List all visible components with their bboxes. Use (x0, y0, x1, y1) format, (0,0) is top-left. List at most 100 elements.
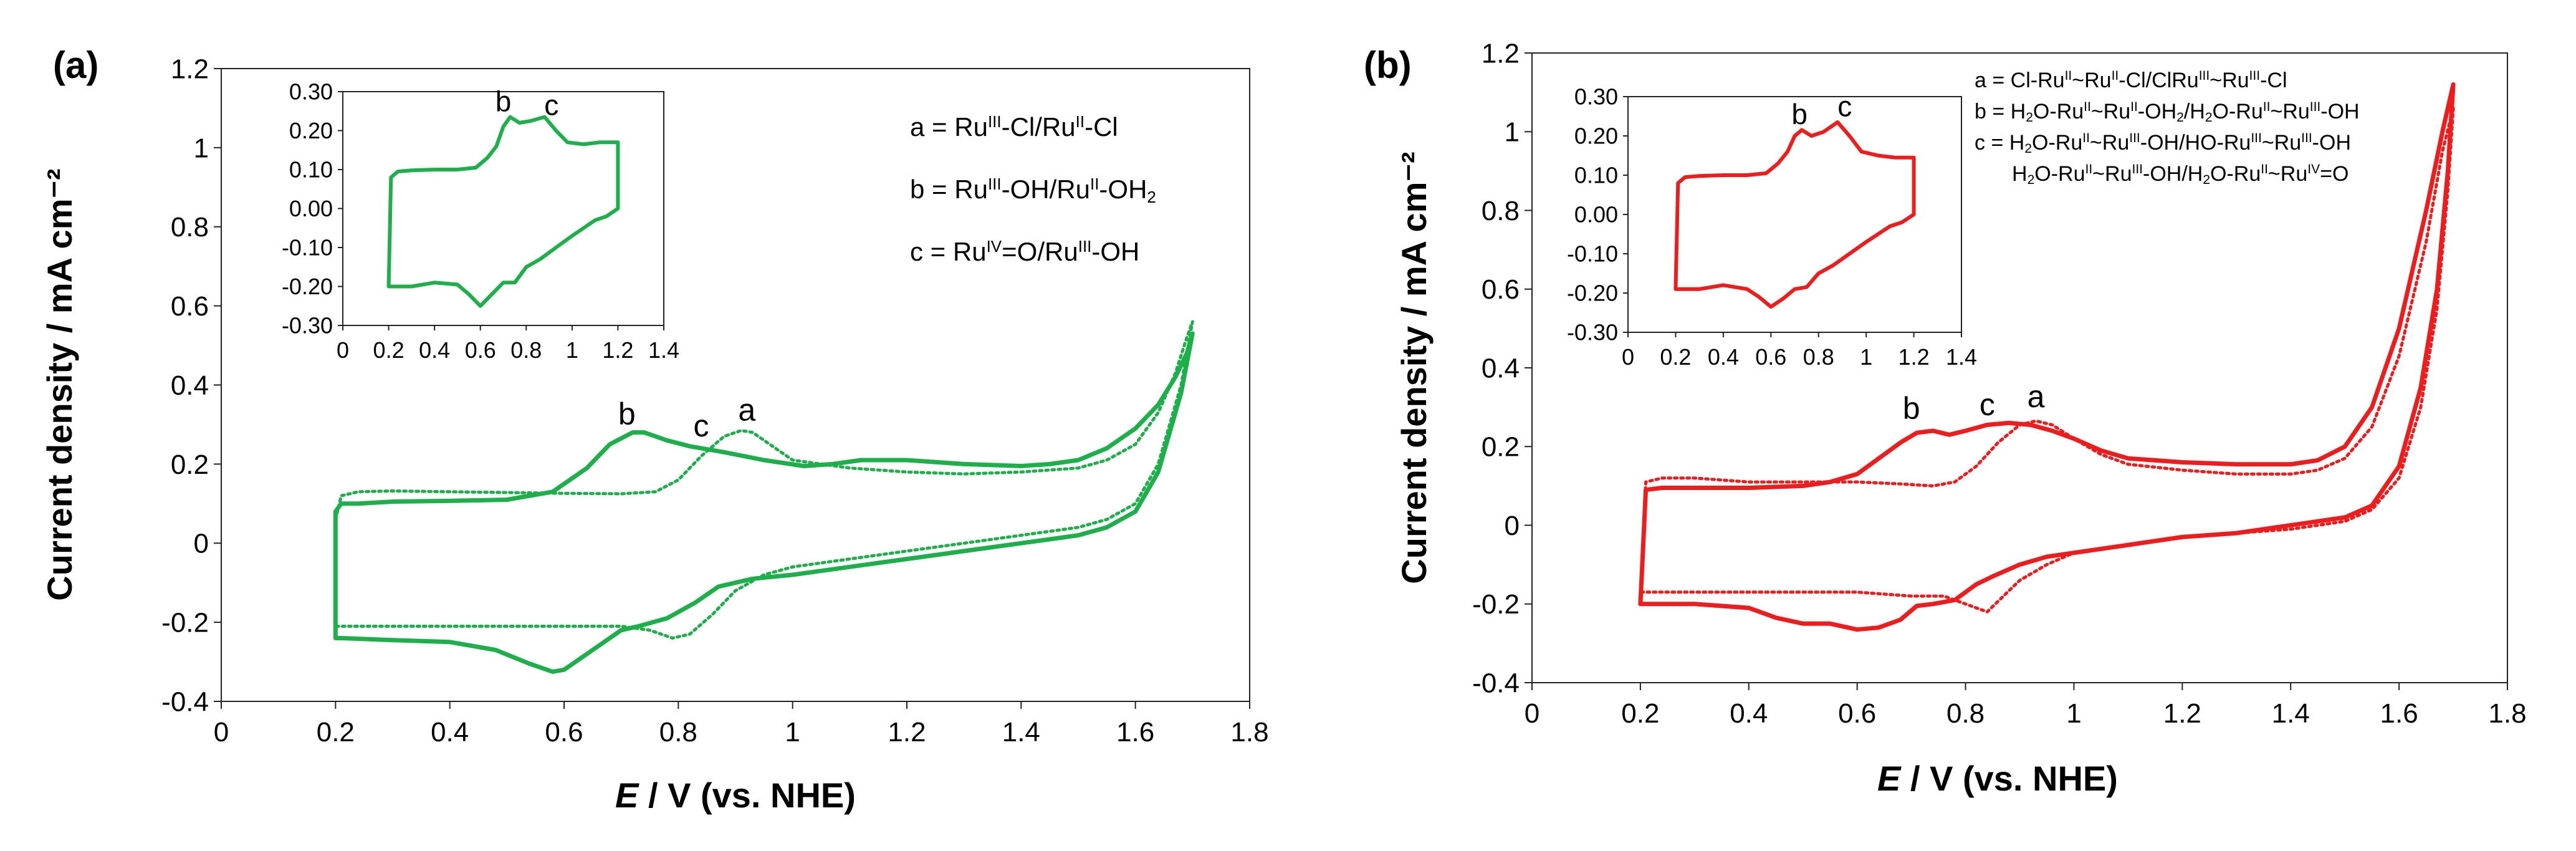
x-axis-label-var: E (615, 776, 639, 815)
legend-part: H (2009, 131, 2025, 155)
legend-part: III (2301, 131, 2312, 145)
legend-part: -OH/HO-Ru (2140, 131, 2251, 155)
legend-part: II (2263, 100, 2271, 114)
legend-part: 2 (1147, 188, 1156, 206)
y-tick-label: -0.10 (282, 235, 333, 261)
x-tick-label: 1 (2066, 698, 2081, 729)
legend-key: c = (910, 237, 953, 266)
legend-part: III (2249, 69, 2261, 83)
series-dotted (1639, 106, 2455, 613)
chart-panel-a: (a)-0.4-0.200.20.40.60.811.20 0.2 0.4 0.6 0.… (40, 44, 1269, 815)
panel-label: (b) (1364, 44, 1412, 86)
inset-peak-label: b (1791, 98, 1808, 130)
legend-part: II (2065, 69, 2072, 83)
legend-part: -OH (1099, 175, 1147, 204)
legend-part: H (2012, 162, 2028, 186)
legend-part: II (1076, 112, 1085, 131)
y-tick-label: 0.00 (1574, 202, 1618, 228)
legend-part: -OH (2138, 100, 2176, 123)
x-tick-label: 1.4 (1946, 344, 1977, 370)
x-tick-label: 0.2 (317, 717, 355, 748)
legend-part: IV (2307, 162, 2320, 176)
legend-part: ~Ru (2091, 100, 2130, 123)
x-tick-label: 0.6 (1755, 344, 1786, 370)
series-solid (333, 331, 1195, 674)
y-tick-label: 0.8 (171, 212, 209, 243)
legend-part: 2 (2028, 173, 2035, 187)
x-axis-label: E / V (vs. NHE) (1877, 759, 2118, 798)
legend-part: -Cl (2260, 69, 2287, 92)
x-tick-label: 1.2 (1898, 344, 1930, 370)
x-tick-label: 1.4 (648, 337, 679, 363)
y-tick-label: -0.30 (282, 313, 333, 339)
legend-part: II (2130, 100, 2138, 114)
x-tick-label: 0 (337, 337, 349, 363)
legend-part: 2 (2024, 142, 2032, 156)
y-tick-label: -0.20 (282, 274, 333, 299)
y-tick-label: 0.30 (289, 79, 333, 105)
legend-key: a = (1975, 69, 2011, 92)
legend-part: 2 (2203, 173, 2210, 187)
y-tick-label: -0.30 (1567, 320, 1618, 345)
legend-part: II (2082, 131, 2090, 145)
legend-part: ~Ru (2270, 100, 2309, 123)
legend-part: -Cl/Ru (1002, 112, 1076, 142)
x-tick-label: 0.8 (659, 717, 697, 748)
legend-part: ~Ru (2092, 162, 2132, 186)
y-tick-label: -0.10 (1567, 241, 1618, 267)
legend-part: II (2084, 100, 2091, 114)
y-tick-label: 0.00 (289, 196, 333, 221)
x-axis-label: E / V (vs. NHE) (615, 776, 856, 815)
legend-part: O-Ru (2210, 162, 2261, 186)
legend-part: III (1078, 237, 1092, 256)
x-tick-label: 0.4 (1730, 698, 1768, 729)
series-solid (1638, 82, 2456, 632)
inset-chart: -0.30 -0.20 -0.10 0.00 0.10 0.20 0.30 0 0.2 0.4 0.… (282, 79, 679, 363)
y-tick-label: 0.4 (1482, 353, 1520, 383)
x-tick-label: 0 (1622, 344, 1634, 370)
legend-part: -OH/H (2143, 162, 2203, 186)
legend-entry: a = Cl-RuII~RuII-Cl/ClRuIII~RuIII-Cl (1975, 69, 2287, 92)
y-tick-label: 0.20 (289, 118, 333, 143)
legend-part: ~Ru (2072, 69, 2111, 92)
panel-label: (a) (53, 44, 98, 86)
legend-part: II (2085, 162, 2092, 176)
legend-part: H (2011, 100, 2026, 123)
inset-chart: -0.30 -0.20 -0.10 0.00 0.10 0.20 0.30 0 0.2 0.4 0.… (1567, 84, 1977, 370)
legend-part: ~Ru (2262, 131, 2301, 155)
legend-part: III (2199, 69, 2210, 83)
legend-part: O-Ru (2033, 100, 2084, 123)
x-tick-label: 1.2 (888, 717, 926, 748)
x-tick-label: 0.4 (431, 717, 469, 748)
legend-entry: c = H2O-RuII~RuIII-OH/HO-RuIII~RuIII-OH (1975, 131, 2351, 156)
legend-part: III (988, 175, 1002, 193)
legend-part: 2 (2205, 110, 2213, 125)
legend-part: II (1090, 175, 1099, 193)
legend-part: ~Ru (2210, 69, 2249, 92)
y-tick-label: -0.2 (161, 608, 209, 638)
x-tick-label: 0.8 (1803, 344, 1834, 370)
legend-entry: c = RuIV=O/RuIII-OH (910, 237, 1139, 266)
x-tick-label: 0.6 (1838, 698, 1876, 729)
y-tick-label: 1.2 (1482, 38, 1520, 69)
x-tick-label: 0.4 (419, 337, 450, 363)
inset-peak-label: c (544, 89, 558, 122)
x-tick-label: 1 (566, 337, 578, 363)
legend-part: -Cl (1085, 112, 1118, 142)
y-tick-label: 1 (194, 133, 209, 163)
legend-part: III (2251, 131, 2262, 145)
peak-label: c (1980, 387, 1995, 422)
y-tick-label: 0.2 (1482, 432, 1520, 463)
x-axis-label-var: E (1877, 759, 1902, 798)
y-tick-label: -0.4 (1472, 668, 1520, 698)
series-inset (386, 115, 620, 308)
legend-part: -Cl/ClRu (2119, 69, 2198, 92)
x-tick-label: 0.8 (510, 337, 542, 363)
y-tick-label: 1.2 (171, 54, 209, 84)
legend-part: -OH (2312, 131, 2351, 155)
legend-part: III (2129, 131, 2140, 145)
legend-part: O-Ru (2213, 100, 2263, 123)
y-axis-label: Current density / mA cm⁻² (1394, 151, 1434, 584)
legend-part: II (2112, 69, 2119, 83)
